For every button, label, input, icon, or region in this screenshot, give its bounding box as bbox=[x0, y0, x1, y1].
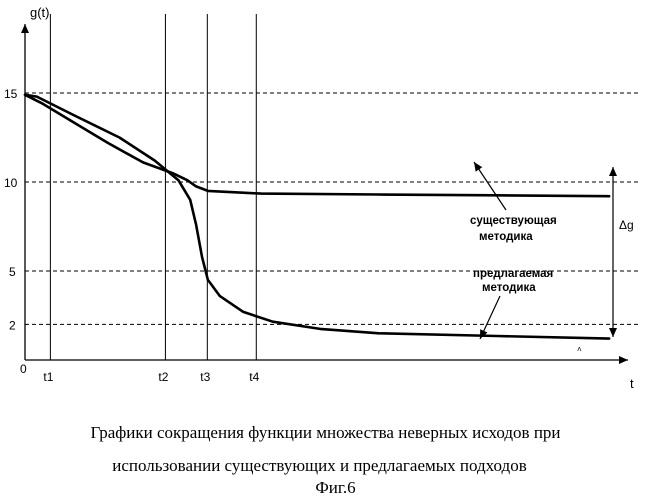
figure-number: Фиг.6 bbox=[315, 478, 356, 497]
chart: t1 t2 t3 t4 g(t) t 0 2 5 10 15 существующая ме… bbox=[4, 5, 640, 391]
y-tick-label-5: 5 bbox=[9, 265, 16, 279]
marker-label-t1: t1 bbox=[43, 370, 53, 384]
existing-method-label-line1: существующая bbox=[470, 215, 557, 227]
caption-line-1: Графики сокращения функции множества нев… bbox=[90, 423, 561, 442]
y-tick-label-10: 10 bbox=[4, 176, 18, 190]
y-tick-label-15: 15 bbox=[4, 87, 18, 101]
stray-mark: ˄ bbox=[577, 345, 582, 354]
reference-lines bbox=[25, 92, 640, 325]
marker-label-t4: t4 bbox=[249, 370, 259, 384]
x-axis-label: t bbox=[630, 376, 634, 391]
existing-method-label-line2: методика bbox=[479, 231, 533, 243]
origin-label: 0 bbox=[20, 362, 27, 376]
marker-label-t3: t3 bbox=[200, 370, 210, 384]
delta-g-label: Δg bbox=[619, 218, 634, 232]
marker-label-t2: t2 bbox=[158, 370, 168, 384]
proposed-method-label-line2: методика bbox=[482, 282, 536, 294]
proposed-method-label-line1: предлагаемая bbox=[473, 268, 553, 280]
caption-line-2: использовании существующих и предлагаемы… bbox=[112, 456, 527, 475]
series-lines bbox=[23, 93, 611, 340]
y-axis-label: g(t) bbox=[30, 5, 50, 20]
series-proposed-method bbox=[23, 93, 611, 340]
existing-method-arrow bbox=[473, 161, 507, 211]
proposed-method-arrow bbox=[479, 295, 501, 340]
time-markers: t1 t2 t3 t4 bbox=[43, 14, 260, 384]
series-existing-method bbox=[23, 93, 611, 198]
y-tick-labels: 2 5 10 15 bbox=[4, 87, 18, 332]
y-tick-label-2: 2 bbox=[9, 318, 16, 332]
